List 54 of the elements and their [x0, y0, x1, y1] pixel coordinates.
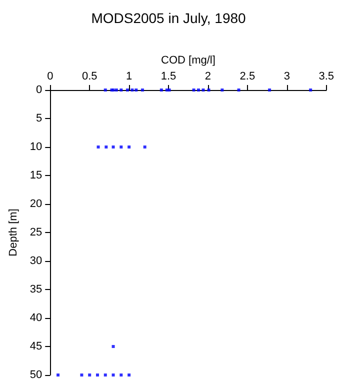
y-tick-label: 0 [36, 84, 42, 96]
point [88, 374, 92, 376]
x-tick-label: 1.5 [160, 70, 176, 82]
point [56, 374, 60, 376]
x-axis-title: COD [mg/l] [161, 54, 216, 67]
point [80, 374, 84, 376]
point [120, 374, 123, 376]
point [126, 88, 129, 92]
y-tick-label: 40 [30, 312, 42, 324]
x-tick-label: 2 [204, 70, 212, 82]
y-tick-label: 5 [36, 112, 42, 124]
point [309, 88, 312, 92]
x-tick-label: 0 [47, 70, 54, 82]
point [96, 146, 100, 148]
x-tick-label: 3.5 [318, 70, 334, 82]
point [237, 88, 240, 92]
point [128, 374, 131, 376]
point [140, 88, 144, 92]
x-tick-label: 2.5 [240, 70, 256, 82]
point [160, 88, 163, 92]
y-tick-label: 35 [30, 284, 42, 296]
chart-title: MODS2005 in July, 1980 [91, 10, 246, 26]
point [207, 88, 210, 92]
point [168, 88, 171, 92]
x-tick-label: 1 [126, 70, 132, 82]
y-tick-label: 10 [30, 141, 42, 153]
point [220, 88, 224, 92]
y-tick-label: 15 [30, 170, 42, 182]
point [104, 146, 108, 148]
point [143, 146, 146, 148]
y-tick-label: 20 [30, 198, 42, 210]
point [120, 88, 123, 92]
y-tick-label: 50 [30, 369, 42, 381]
point [128, 146, 131, 148]
point [202, 88, 205, 92]
point [104, 88, 107, 92]
point [112, 146, 115, 148]
point [268, 88, 272, 92]
x-tick-label: 3 [284, 70, 290, 82]
point [130, 88, 134, 92]
point [114, 88, 118, 92]
x-tick-label: 0.5 [82, 70, 98, 82]
point [112, 374, 115, 376]
point [112, 345, 115, 348]
point [96, 374, 99, 376]
point [134, 88, 138, 92]
y-tick-label: 45 [30, 340, 42, 352]
y-tick-label: 25 [30, 226, 42, 238]
point [192, 88, 196, 92]
point [104, 374, 107, 376]
y-tick-label: 30 [30, 255, 42, 267]
point [120, 146, 123, 148]
point [197, 88, 200, 92]
y-axis-title: Depth [m] [8, 208, 20, 256]
